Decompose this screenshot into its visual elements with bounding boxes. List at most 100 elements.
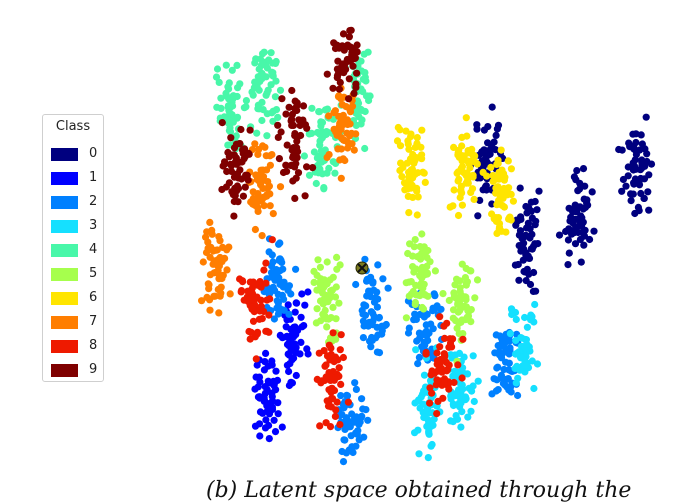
point-class-4	[251, 59, 259, 67]
point-class-3	[512, 315, 520, 324]
point-class-8	[450, 378, 458, 387]
point-class-6	[411, 143, 419, 151]
point-class-3	[430, 415, 438, 423]
point-class-7	[260, 193, 268, 201]
point-class-8	[322, 361, 330, 369]
point-class-1	[297, 313, 305, 321]
point-class-5	[452, 317, 460, 325]
point-class-5	[450, 292, 458, 301]
point-class-9	[333, 72, 342, 80]
point-class-0	[645, 171, 653, 179]
point-class-6	[418, 151, 426, 159]
point-class-8	[459, 335, 467, 343]
point-class-2	[359, 334, 367, 342]
point-class-5	[323, 323, 331, 331]
point-class-6	[466, 164, 474, 172]
point-class-3	[523, 340, 531, 348]
point-class-5	[409, 263, 417, 271]
point-class-5	[471, 294, 479, 302]
point-class-5	[419, 305, 428, 313]
point-class-6	[503, 191, 511, 199]
point-class-8	[337, 380, 345, 388]
point-class-2	[404, 329, 413, 337]
point-class-2	[367, 287, 375, 295]
point-class-1	[260, 366, 268, 374]
point-class-0	[622, 182, 630, 190]
point-class-8	[331, 412, 339, 420]
point-class-9	[239, 192, 247, 200]
point-class-9	[289, 177, 297, 185]
point-class-0	[530, 268, 538, 277]
point-class-2	[285, 282, 293, 290]
point-class-9	[291, 194, 299, 202]
point-class-4	[265, 56, 273, 64]
point-class-7	[259, 184, 267, 192]
point-class-2	[378, 330, 386, 338]
point-class-7	[269, 210, 277, 218]
point-class-2	[374, 261, 382, 269]
point-class-8	[318, 377, 326, 385]
point-class-2	[500, 339, 508, 347]
point-class-4	[217, 94, 225, 102]
point-class-2	[366, 293, 375, 301]
point-class-7	[263, 166, 271, 174]
point-class-6	[492, 217, 501, 225]
point-class-0	[526, 225, 534, 233]
point-class-5	[462, 279, 470, 287]
point-class-7	[208, 230, 216, 238]
legend-swatch	[51, 172, 78, 185]
point-class-2	[273, 271, 281, 279]
point-class-2	[366, 337, 374, 345]
point-class-4	[212, 73, 221, 81]
point-class-6	[410, 159, 418, 167]
point-class-6	[468, 185, 477, 193]
legend-label: 5	[89, 266, 98, 281]
point-class-8	[262, 259, 270, 267]
point-class-7	[264, 178, 272, 186]
legend: Class 0 1 2 3 4 5 6 7 8 9	[42, 114, 104, 382]
point-class-8	[433, 349, 441, 357]
point-class-6	[393, 137, 402, 145]
series-6	[393, 114, 517, 237]
point-class-6	[402, 127, 410, 135]
point-class-1	[290, 354, 298, 362]
point-class-2	[374, 295, 382, 303]
point-class-2	[420, 313, 428, 321]
point-class-2	[365, 276, 374, 284]
point-class-6	[470, 195, 478, 203]
point-class-6	[405, 209, 413, 217]
point-class-8	[325, 341, 333, 349]
point-class-2	[274, 290, 282, 298]
legend-swatch	[51, 244, 78, 257]
point-class-2	[359, 310, 367, 318]
point-class-7	[214, 267, 222, 275]
point-class-9	[227, 134, 235, 142]
point-class-9	[278, 95, 286, 103]
point-class-8	[249, 317, 258, 325]
point-class-7	[254, 207, 262, 215]
point-class-0	[629, 190, 637, 198]
point-class-5	[415, 252, 423, 260]
point-class-0	[636, 146, 644, 154]
point-class-9	[299, 116, 307, 124]
point-class-6	[454, 177, 462, 185]
point-class-8	[330, 358, 338, 366]
point-class-2	[341, 436, 349, 444]
point-class-5	[416, 243, 424, 251]
point-class-9	[237, 125, 245, 134]
point-class-0	[488, 103, 496, 111]
point-class-1	[261, 389, 269, 397]
point-class-6	[495, 225, 503, 233]
point-class-3	[457, 423, 465, 431]
point-class-4	[256, 77, 264, 86]
point-class-0	[637, 189, 645, 198]
point-class-9	[345, 95, 353, 103]
point-class-2	[364, 416, 372, 424]
point-class-6	[487, 163, 495, 171]
point-class-8	[436, 343, 444, 351]
point-class-2	[292, 265, 300, 273]
point-class-2	[514, 391, 522, 400]
point-class-5	[462, 296, 470, 304]
point-class-6	[463, 132, 471, 140]
series-8	[236, 236, 467, 431]
